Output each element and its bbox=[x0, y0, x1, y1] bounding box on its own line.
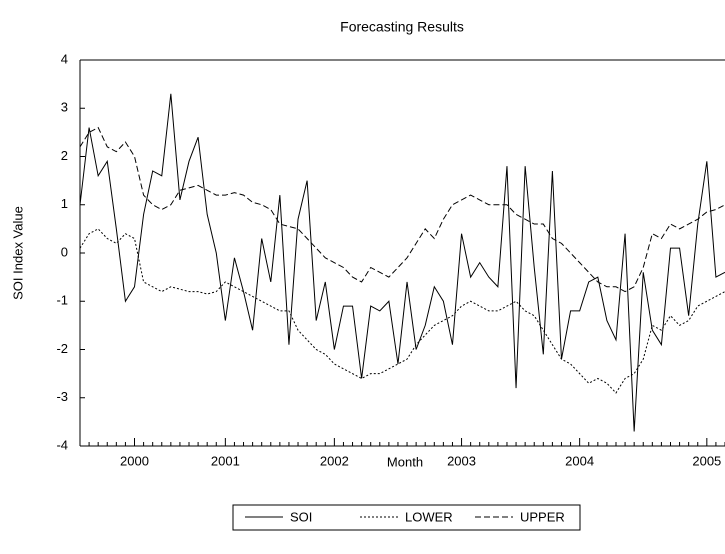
y-tick-label: -1 bbox=[56, 293, 68, 308]
x-tick-label: 2002 bbox=[320, 453, 349, 468]
legend-label: UPPER bbox=[520, 509, 565, 524]
y-tick-label: 0 bbox=[61, 244, 68, 259]
legend-box bbox=[232, 504, 581, 531]
series-line bbox=[79, 93, 725, 432]
x-tick-label: 2000 bbox=[120, 453, 149, 468]
x-axis-label: Month bbox=[387, 454, 423, 469]
legend-label: LOWER bbox=[405, 509, 453, 524]
legend-label: SOI bbox=[290, 509, 312, 524]
chart-title: Forecasting Results bbox=[340, 19, 464, 35]
y-tick-label: 3 bbox=[61, 100, 68, 115]
y-tick-label: -4 bbox=[56, 437, 68, 452]
y-tick-label: 1 bbox=[61, 196, 68, 211]
x-tick-label: 2003 bbox=[447, 453, 476, 468]
x-tick-label: 2005 bbox=[692, 453, 721, 468]
series-line bbox=[79, 126, 725, 293]
x-tick-label: 2001 bbox=[211, 453, 240, 468]
y-tick-label: -3 bbox=[56, 389, 68, 404]
y-tick-label: 4 bbox=[61, 51, 68, 66]
y-axis-label: SOI Index Value bbox=[10, 206, 25, 300]
x-tick-label: 2004 bbox=[565, 453, 594, 468]
y-tick-label: -2 bbox=[56, 341, 68, 356]
y-tick-label: 2 bbox=[61, 148, 68, 163]
